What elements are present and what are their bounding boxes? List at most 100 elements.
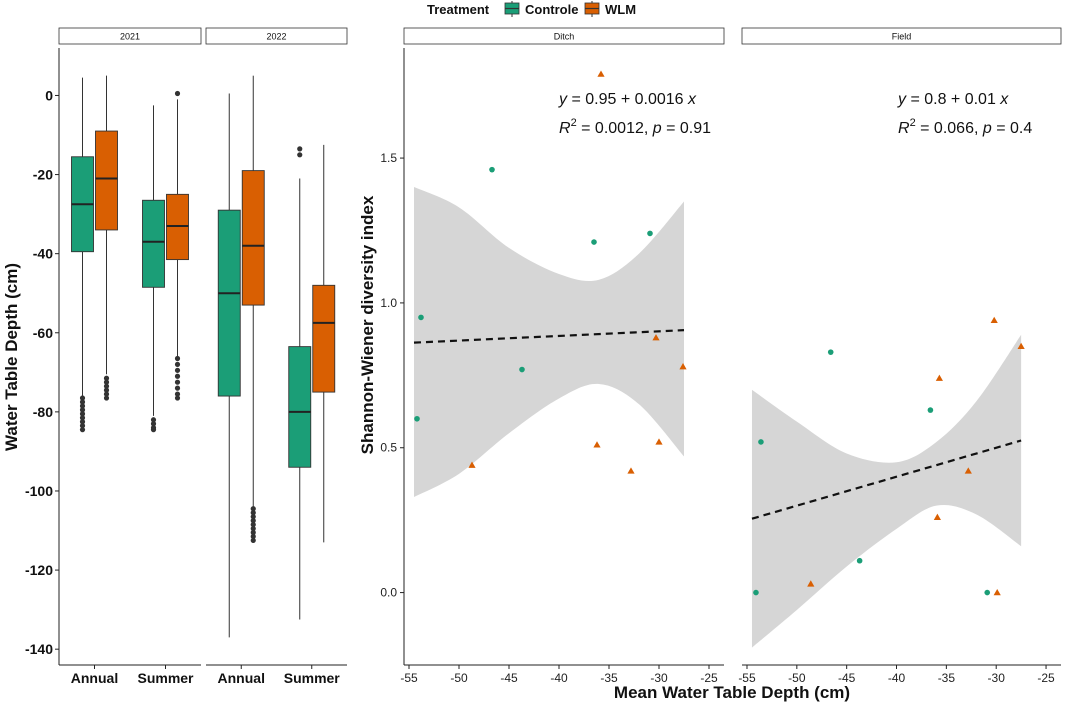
ditch-x-tick-label: -45	[500, 671, 518, 685]
box-outlier	[250, 525, 256, 532]
box-outlier	[174, 355, 181, 362]
field-point-controle	[827, 349, 834, 355]
box-outlier	[79, 407, 86, 413]
ditch-point-wlm	[655, 438, 663, 445]
box-outlier	[250, 529, 256, 536]
field-x-tick-label: -50	[788, 671, 806, 685]
box-outlier	[250, 510, 256, 516]
box-outlier	[174, 385, 181, 391]
field-point-controle	[927, 407, 934, 413]
box-outlier	[150, 427, 157, 433]
scatter-y-tick-label: 0.0	[380, 586, 397, 600]
box-annual-controle	[217, 209, 241, 397]
ditch-x-tick-label: -25	[700, 671, 718, 685]
strip-2022	[205, 27, 348, 45]
box-outlier	[103, 395, 110, 401]
box-outlier	[79, 399, 86, 405]
box-annual-wlm	[241, 170, 265, 306]
box-outlier	[103, 375, 110, 381]
box-outlier	[250, 521, 256, 528]
box-x-tick-label: Annual	[218, 670, 265, 686]
field-x-tick-label: -35	[938, 671, 956, 685]
box-outlier	[103, 387, 110, 393]
box-y-tick-label: -140	[25, 641, 53, 657]
legend-title: Treatment	[427, 2, 490, 17]
box-x-tick-label: Annual	[71, 670, 118, 686]
field-equation: y = 0.8 + 0.01 x	[897, 91, 1009, 108]
ditch-point-wlm	[652, 334, 660, 341]
field-point-wlm	[1017, 342, 1025, 350]
ditch-point-wlm	[597, 70, 605, 77]
ditch-point-controle	[418, 314, 424, 321]
field-stats: R2 = 0.066, p = 0.4	[898, 117, 1032, 137]
scatter-y-tick-label: 1.5	[380, 151, 397, 165]
box-outlier	[297, 152, 303, 158]
box-outlier	[250, 514, 256, 520]
box-outlier	[150, 421, 157, 427]
strip-label-2022: 2022	[266, 32, 286, 42]
box-outlier	[103, 383, 110, 389]
scatter-y-axis-title: Shannon-Wiener diversity index	[358, 195, 377, 454]
ditch-x-tick-label: -40	[550, 671, 568, 685]
strip-2021	[58, 27, 202, 45]
field-confidence-band	[751, 334, 1022, 648]
box-outlier	[79, 395, 86, 401]
box-outlier	[103, 379, 110, 385]
box-y-tick-label: -60	[33, 325, 53, 341]
legend-label-wlm: WLM	[605, 2, 636, 17]
field-point-wlm	[990, 316, 998, 323]
ditch-point-wlm	[468, 461, 476, 468]
strip-label-2021: 2021	[120, 32, 140, 42]
box-outlier	[250, 533, 256, 540]
box-outlier	[79, 419, 86, 425]
scatter-y-tick-label: 1.0	[380, 296, 397, 310]
box-x-tick-label: Summer	[284, 670, 341, 686]
box-outlier	[79, 411, 86, 417]
box-y-tick-label: -120	[25, 562, 53, 578]
box-outlier	[250, 537, 256, 544]
box-annual-wlm	[95, 130, 118, 231]
ditch-x-tick-label: -30	[650, 671, 668, 685]
field-point-controle	[856, 557, 863, 564]
box-x-tick-label: Summer	[137, 670, 194, 686]
ditch-regression-line	[413, 329, 685, 344]
box-y-axis-title: Water Table Depth (cm)	[2, 263, 21, 451]
box-y-tick-label: -100	[25, 483, 53, 499]
boxplot-panel: 2021 2022 Water Table Depth (cm) 0 -20 -40…	[2, 27, 348, 686]
scatter-x-axis-title: Mean Water Table Depth (cm)	[614, 683, 850, 702]
ditch-equation: y = 0.95 + 0.0016 x	[558, 91, 697, 108]
box-y-tick-label: -40	[33, 246, 53, 262]
field-point-wlm	[807, 580, 815, 587]
field-point-wlm	[993, 588, 1001, 596]
box-outlier	[297, 146, 303, 152]
box-outlier	[150, 417, 157, 423]
box-outlier	[79, 403, 86, 409]
box-outlier	[250, 518, 256, 524]
box-y-tick-label: -80	[33, 404, 53, 420]
field-x-tick-label: -55	[738, 671, 756, 685]
box-summer-wlm	[312, 284, 336, 393]
box-outlier	[174, 361, 181, 368]
box-outlier	[79, 427, 86, 433]
field-x-tick-label: -30	[988, 671, 1006, 685]
box-y-tick-label: -20	[33, 167, 53, 183]
box-summer-controle	[142, 199, 165, 288]
box-outlier	[103, 391, 110, 397]
strip-field	[741, 27, 1062, 45]
field-point-wlm	[964, 467, 972, 474]
ditch-point-controle	[519, 366, 525, 373]
legend-label-controle: Controle	[525, 2, 578, 17]
ditch-point-wlm	[593, 441, 601, 448]
box-outlier	[174, 395, 181, 401]
ditch-point-controle	[647, 230, 653, 237]
ditch-confidence-band	[414, 187, 684, 497]
box-outlier	[174, 373, 181, 379]
ditch-x-tick-label: -35	[600, 671, 618, 685]
field-x-tick-label: -40	[888, 671, 906, 685]
box-outlier	[250, 506, 256, 512]
ditch-x-tick-label: -50	[450, 671, 468, 685]
box-outlier	[79, 423, 86, 429]
ditch-stats: R2 = 0.0012, p = 0.91	[559, 117, 711, 137]
ditch-point-controle	[414, 415, 420, 422]
